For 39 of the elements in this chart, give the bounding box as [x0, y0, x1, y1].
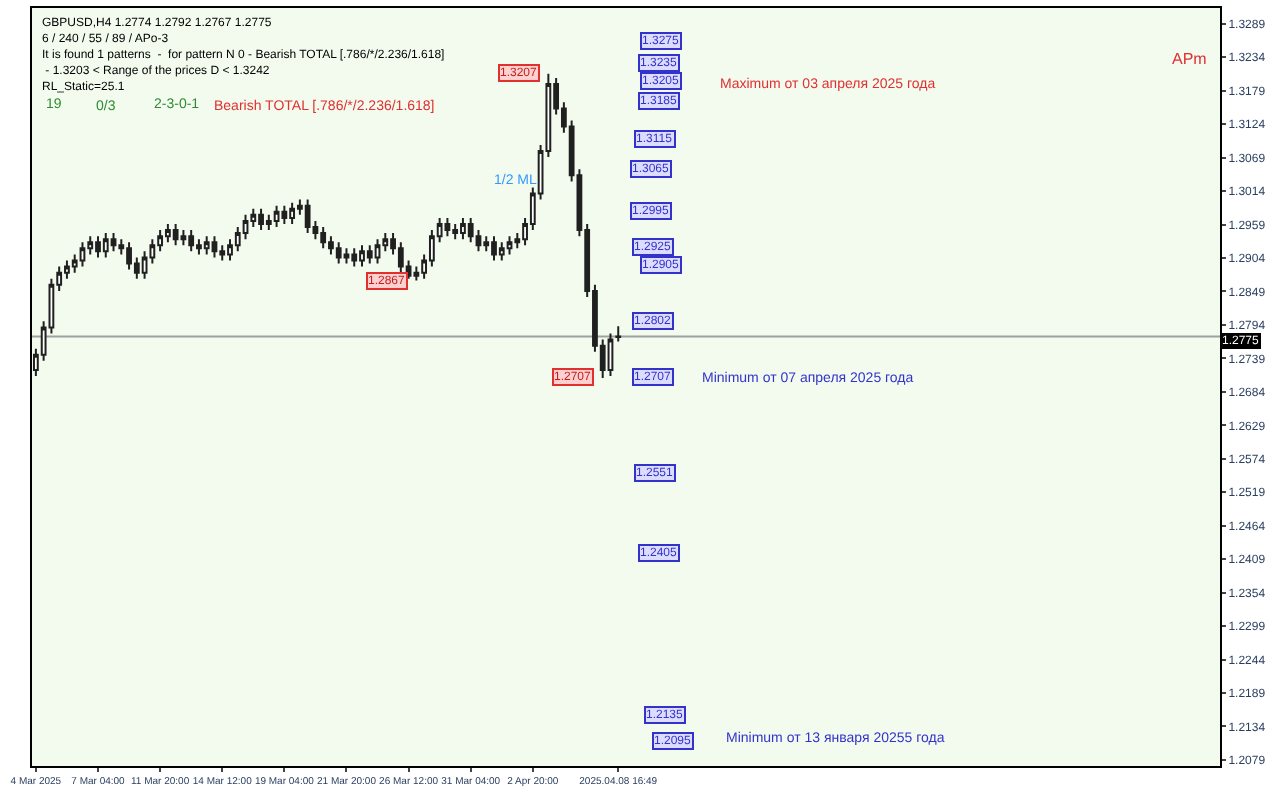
- candlestick: [397, 241, 404, 274]
- candlestick: [359, 244, 365, 268]
- candlestick: [320, 226, 327, 250]
- candlestick: [374, 238, 381, 265]
- candlestick: [79, 241, 86, 268]
- candlestick: [304, 198, 311, 235]
- candlestick: [444, 216, 451, 238]
- candlestick: [289, 201, 296, 225]
- candlestick: [188, 229, 195, 253]
- candlestick: [126, 241, 132, 271]
- candlestick: [203, 235, 210, 256]
- candlestick: [452, 222, 459, 241]
- candlestick: [498, 241, 505, 262]
- candlestick: [351, 247, 358, 268]
- candlestick: [607, 332, 614, 378]
- candlestick: [196, 238, 202, 256]
- candlestick: [335, 241, 342, 265]
- candlestick: [164, 222, 171, 244]
- candlestick: [343, 247, 350, 265]
- candlestick: [211, 235, 218, 259]
- candlestick: [273, 204, 280, 228]
- candlestick: [491, 235, 497, 262]
- candlestick: [328, 235, 334, 256]
- candlestick: [615, 325, 622, 343]
- candlestick: [366, 244, 373, 265]
- candlestick: [219, 244, 226, 262]
- candlestick: [483, 235, 490, 253]
- candlestick: [95, 235, 101, 259]
- candlestick: [281, 204, 288, 225]
- annotation: APm: [1172, 50, 1208, 68]
- candlestick: [506, 235, 513, 256]
- candlestick: [265, 213, 272, 232]
- candlestick: [258, 207, 264, 232]
- candlestick: [467, 216, 474, 244]
- candlestick: [180, 229, 187, 247]
- candlestick: [110, 232, 117, 253]
- candlestick: [460, 216, 466, 241]
- candlestick: [102, 232, 109, 259]
- candlestick: [172, 222, 179, 247]
